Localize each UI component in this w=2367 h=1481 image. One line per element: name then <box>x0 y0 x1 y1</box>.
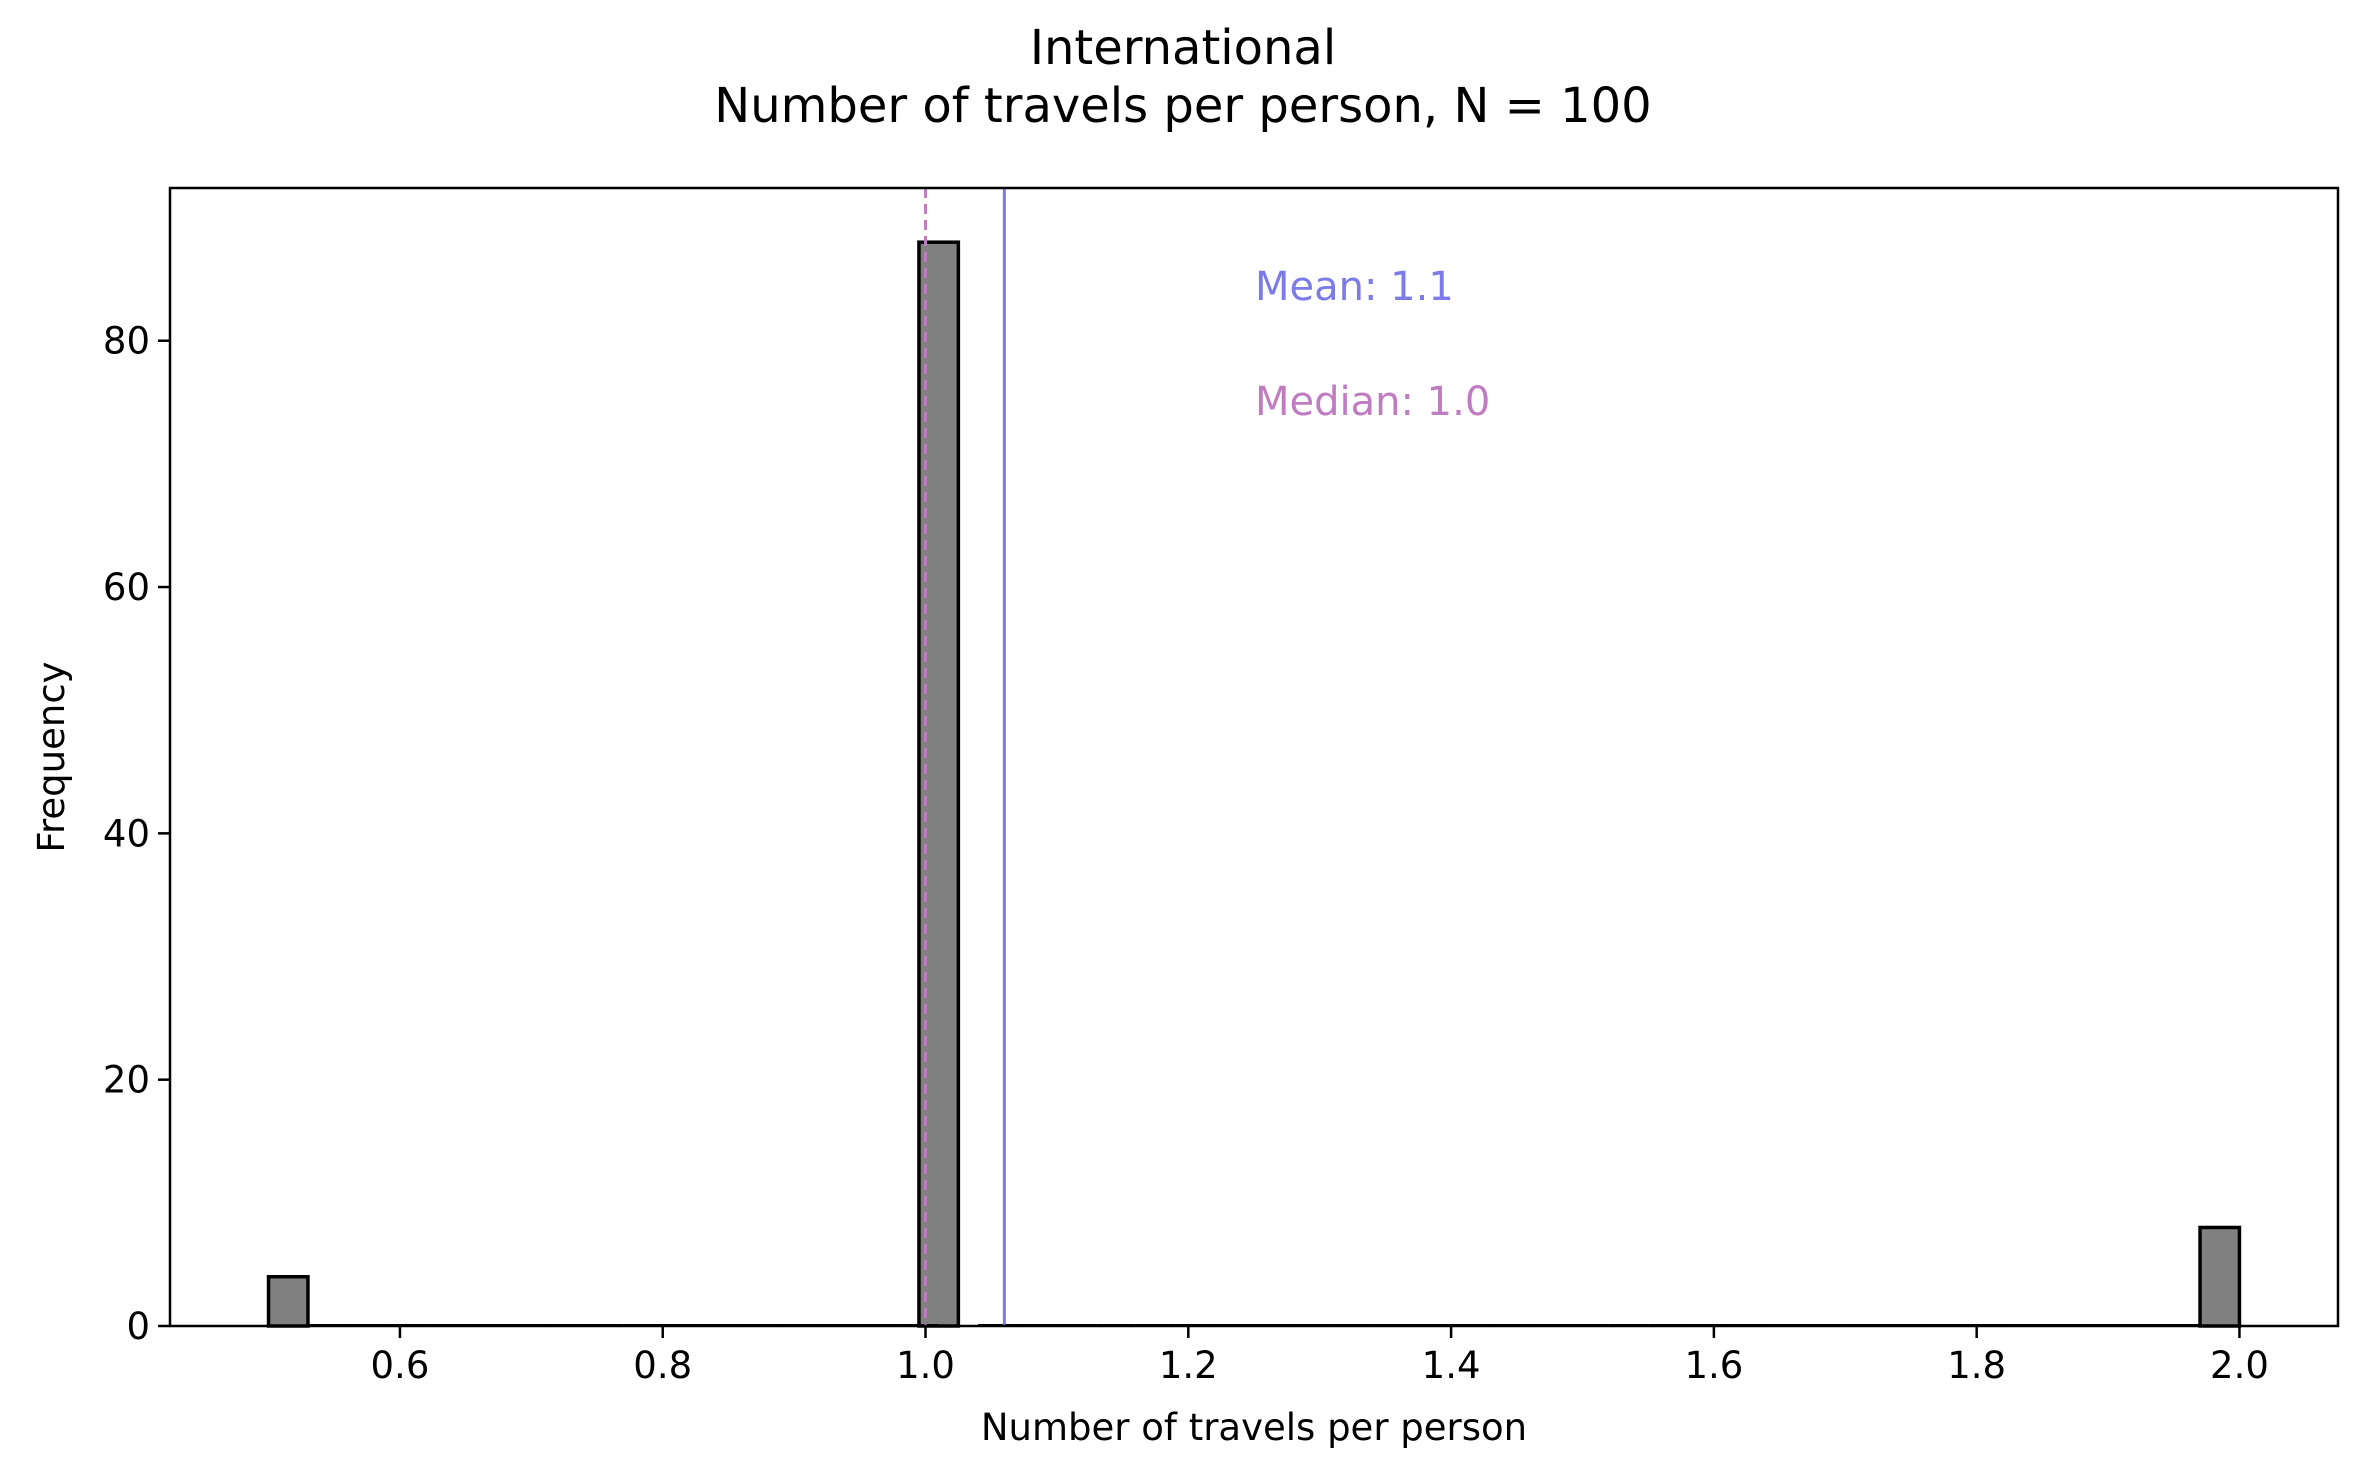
y-tick-label: 60 <box>103 566 150 609</box>
x-tick-label: 1.6 <box>1684 1344 1743 1387</box>
x-axis: 0.6 0.8 1.0 1.2 1.4 1.6 1.8 2.0 <box>371 1326 2269 1387</box>
x-tick-label: 1.8 <box>1947 1344 2006 1387</box>
x-tick-label: 1.0 <box>896 1344 955 1387</box>
chart-title: International <box>1030 20 1336 76</box>
x-tick-label: 1.4 <box>1422 1344 1481 1387</box>
reference-lines-layer <box>924 188 1006 1326</box>
y-tick-label: 0 <box>126 1305 150 1348</box>
x-axis-label: Number of travels per person <box>981 1406 1527 1449</box>
y-tick-label: 40 <box>103 812 150 855</box>
bars-layer <box>266 240 2242 1328</box>
x-tick-label: 2.0 <box>2210 1344 2269 1387</box>
chart-subtitle: Number of travels per person, N = 100 <box>714 78 1651 134</box>
plot-frame <box>168 186 2340 1328</box>
y-axis: 0 20 40 60 80 <box>103 320 170 1348</box>
y-tick-label: 20 <box>103 1059 150 1102</box>
y-axis-label: Frequency <box>30 661 73 852</box>
median-annotation: Median: 1.0 <box>1255 379 1490 425</box>
y-tick-label: 80 <box>103 320 150 363</box>
histogram-bar <box>266 1274 310 1328</box>
x-tick-label: 0.6 <box>371 1344 430 1387</box>
x-tick-label: 1.2 <box>1159 1344 1218 1387</box>
histogram-bar <box>2198 1225 2242 1328</box>
x-tick-label: 0.8 <box>633 1344 692 1387</box>
mean-annotation: Mean: 1.1 <box>1255 264 1454 310</box>
